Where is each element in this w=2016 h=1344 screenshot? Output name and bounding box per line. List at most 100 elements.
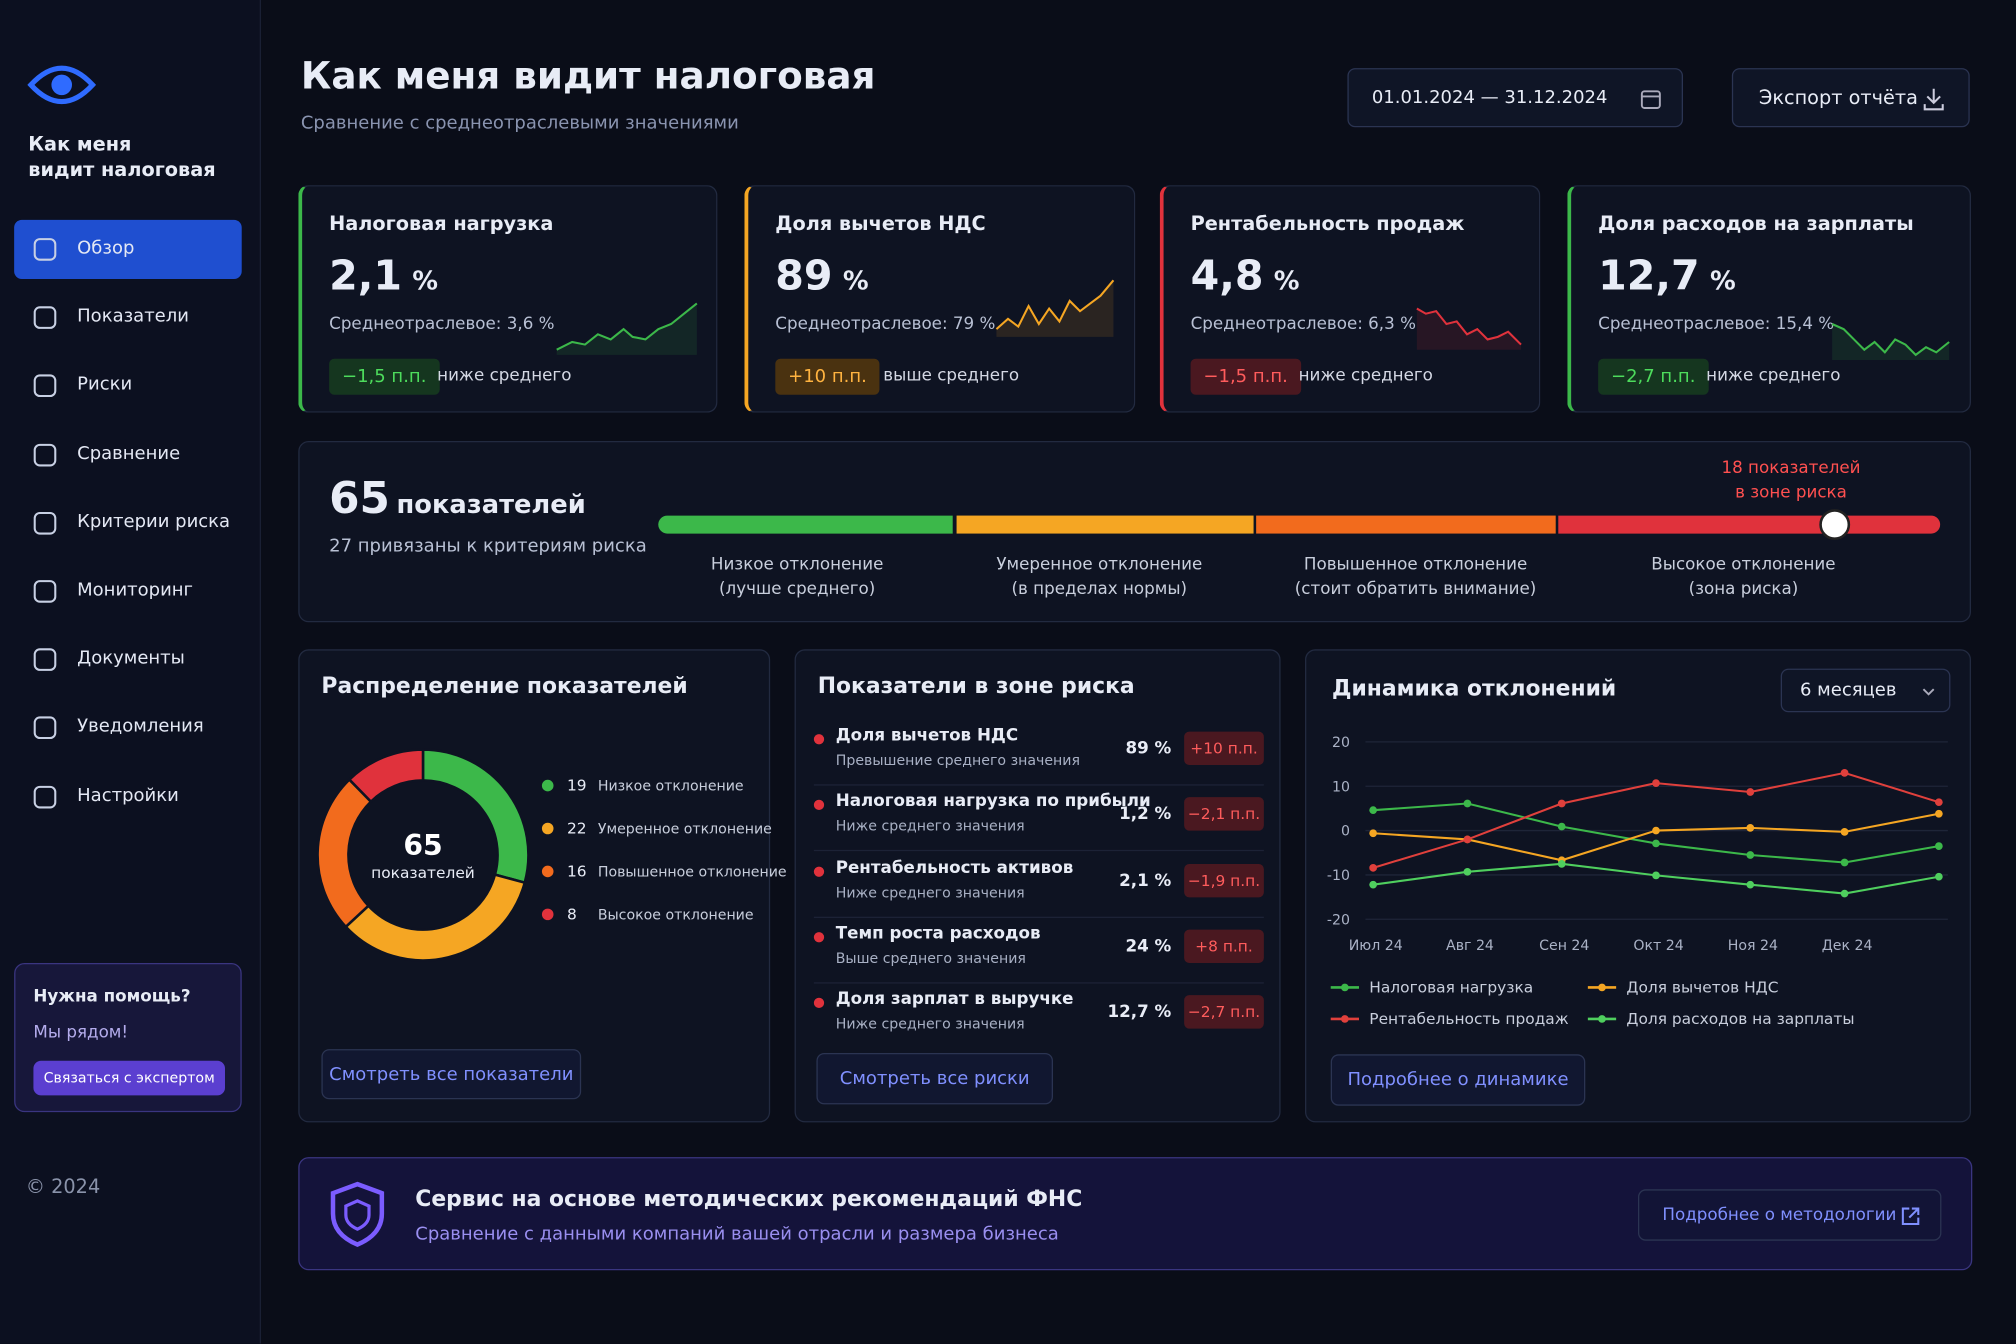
nav-label: Документы [77, 648, 185, 669]
series-point [1463, 799, 1472, 808]
scale-count: 65 показателей [329, 473, 586, 524]
methodology-button[interactable]: Подробнее о методологии [1637, 1189, 1942, 1241]
period-label: 6 месяцев [1799, 680, 1897, 701]
donut-segment [421, 748, 530, 885]
x-tick-label: Сен 24 [1539, 938, 1589, 954]
footer-subtitle: Сравнение с данными компаний вашей отрас… [415, 1223, 1059, 1245]
calendar-icon [1640, 90, 1661, 109]
help-button[interactable]: Связаться с экспертом [33, 1060, 225, 1096]
nav-icon [33, 580, 57, 603]
unit: % [1709, 264, 1736, 296]
risk-row: Доля вычетов НДС Превышение среднего знач… [813, 725, 1264, 786]
icon-shape [33, 511, 57, 535]
series-point [1840, 889, 1849, 898]
kpi-delta: −2,7 п.п. [1598, 358, 1709, 395]
marker-line: в зоне риска [1735, 483, 1847, 503]
series-point [1369, 806, 1377, 815]
risk-row: Доля зарплат в выручке Ниже среднего знач… [813, 989, 1264, 1048]
kpi-title: Рентабельность продаж [1190, 212, 1465, 236]
series-point [1557, 859, 1566, 868]
unit: % [412, 264, 439, 296]
value: 2,1 [329, 250, 403, 300]
legend-value: 19 [567, 777, 587, 795]
kpi-average: Среднеотраслевое: 79 % [775, 314, 996, 335]
kpi-value: 2,1% [329, 251, 438, 300]
legend-label: Низкое отклонение [598, 779, 744, 795]
legend-dot [541, 822, 554, 835]
kpi-card: Рентабельность продаж 4,8% Среднеотраслево… [1159, 185, 1541, 413]
icon-shape [33, 580, 57, 603]
icon-shape [33, 785, 57, 808]
icon-shape [33, 374, 57, 398]
segment-label: Повышенное отклонение (стоит обратить вни… [1261, 553, 1570, 602]
series-point [1746, 851, 1755, 859]
x-tick-label: Окт 24 [1633, 938, 1683, 954]
brand-line: видит налоговая [28, 158, 216, 182]
dynamics-button[interactable]: Подробнее о динамике [1330, 1054, 1586, 1106]
period-select[interactable]: 6 месяцев [1780, 668, 1951, 713]
risk-delta: −2,1 п.п. [1184, 797, 1264, 831]
series-point [1652, 839, 1660, 848]
legend-value: 22 [567, 820, 587, 838]
sparkline [995, 279, 1115, 337]
series-point [1652, 779, 1660, 787]
nav-icon [33, 648, 57, 672]
risk-name: Темп роста расходов [835, 924, 1041, 944]
nav-icon [33, 716, 57, 740]
panel-title: Распределение показателей [321, 673, 688, 700]
nav-label: Критерии риска [77, 511, 231, 533]
legend-label: Высокое отклонение [598, 908, 754, 924]
date-picker[interactable]: 01.01.2024 — 31.12.2024 [1347, 68, 1683, 128]
risk-delta: −1,9 п.п. [1184, 863, 1264, 897]
risk-delta: +10 п.п. [1184, 731, 1264, 765]
donut-total-label: показателей [371, 864, 475, 882]
nav-label: Уведомления [77, 716, 204, 738]
kpi-value: 4,8% [1191, 251, 1300, 300]
legend-dot [541, 779, 554, 792]
y-tick-label: 20 [1332, 735, 1350, 751]
legend-dot [541, 908, 554, 921]
sparkline [1831, 323, 1950, 360]
nav-label: Мониторинг [77, 579, 194, 601]
export-button[interactable]: Экспорт отчёта [1731, 68, 1970, 128]
series-point [1369, 829, 1377, 838]
page-title: Как меня видит налоговая [300, 53, 876, 98]
risk-row: Налоговая нагрузка по прибыли Ниже средне… [813, 791, 1264, 852]
nav-item[interactable]: Мониторинг [14, 562, 242, 621]
risk-value: 2,1 % [1119, 871, 1172, 891]
distribution-button[interactable]: Смотреть все показатели [321, 1049, 582, 1100]
series-point [1369, 863, 1377, 872]
shield-icon [330, 1181, 385, 1248]
risks-button[interactable]: Смотреть все риски [816, 1052, 1053, 1105]
legend-value: 16 [567, 863, 587, 881]
legend-swatch-dot [1598, 1015, 1606, 1023]
nav-item[interactable]: Настройки [14, 767, 242, 826]
chevron [1922, 688, 1935, 696]
value: 89 [775, 250, 833, 300]
legend-label: Умеренное отклонение [598, 822, 772, 838]
nav-item[interactable]: Уведомления [14, 699, 242, 758]
legend-swatch-dot [1340, 1015, 1349, 1023]
series-point [1934, 872, 1943, 881]
nav-item[interactable]: Риски [14, 357, 242, 416]
icon-shape [33, 238, 57, 261]
brand: Как меня видит налоговая [28, 131, 215, 182]
nav-item[interactable]: Критерии риска [14, 493, 242, 552]
icon-shape [33, 306, 57, 330]
nav-item[interactable]: Документы [14, 630, 242, 689]
nav-icon [33, 238, 57, 261]
unit: % [1273, 264, 1300, 296]
nav-item[interactable]: Обзор [14, 219, 242, 279]
nav-icon [33, 443, 57, 466]
scale-linked: 27 привязаны к критериям риска [329, 536, 647, 557]
nav-item[interactable]: Сравнение [14, 425, 242, 484]
nav-item[interactable]: Показатели [14, 288, 242, 347]
series-point [1557, 799, 1566, 808]
value: 4,8 [1190, 250, 1264, 300]
legend-swatch-dot [1598, 983, 1606, 992]
distribution-panel: Распределение показателей Смотреть все п… [298, 649, 771, 1123]
sparkline [1416, 307, 1522, 350]
risk-name: Рентабельность активов [835, 858, 1074, 878]
series-point [1746, 824, 1755, 832]
kpi-card: Доля вычетов НДС 89% Среднеотраслевое: 79 … [744, 185, 1136, 413]
